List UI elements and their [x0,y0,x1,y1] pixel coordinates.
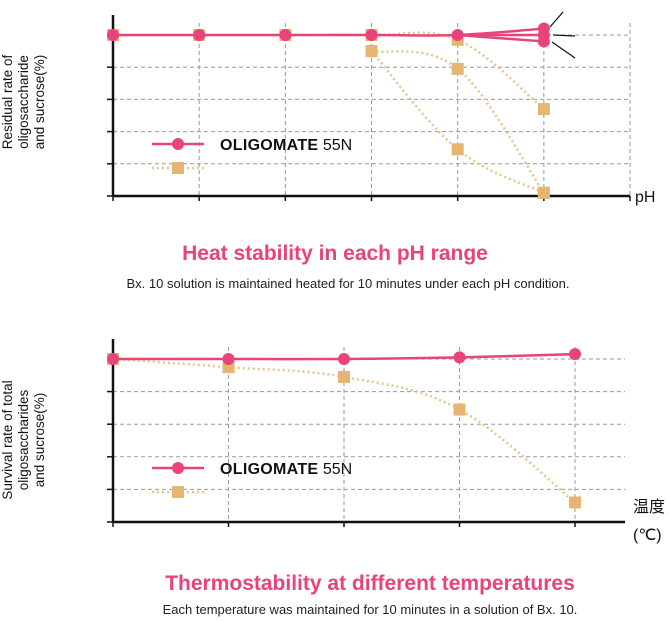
sucrose-point [451,143,464,156]
chart1-title: Heat stability in each pH range [182,242,488,265]
chart1-series [107,22,550,199]
chart2-xlabel-line-1: 温度 [633,498,665,516]
annotation-leader [552,34,576,37]
sucrose-series-line [113,31,545,111]
oligo-point [569,348,581,361]
sucrose-point [537,186,550,199]
legend-oligo-label: OLIGOMATE 55N [220,137,352,154]
oligo-point [537,35,550,48]
chart1-grid [113,23,631,196]
oligo-point [338,353,350,365]
oligo-point [107,353,119,365]
legend-oligo-suffix: 55N [318,461,352,478]
chart1-xlabel: pH [635,189,655,206]
oligo-point [365,29,378,41]
chart1-note: Bx. 10 solution is maintained heated for… [127,276,570,291]
sucrose-point [453,403,466,416]
sucrose-point [537,103,550,116]
legend-sucrose-marker [172,486,184,498]
chart1-ylabel-line-1: Residual rate of [0,54,15,149]
legend-oligo-brand: OLIGOMATE [220,137,318,154]
sucrose-point [451,62,464,75]
chart2-series [107,348,581,509]
oligo-point [222,353,235,365]
chart2-ylabel-line-3: and sucrose(%) [32,393,47,488]
chart1-ylabel-line-3: and sucrose(%) [32,55,47,150]
oligo-point [279,29,292,41]
chart1-legend: OLIGOMATE 55N [152,137,352,174]
chart2-legend: OLIGOMATE 55N [152,461,352,498]
chart2-grid [113,347,625,522]
chart2-axes [107,339,625,527]
oligo-point [107,29,119,41]
sucrose-point [365,45,378,58]
chart1-ylabel-line-2: oligosaccharide [16,55,31,149]
chart1-axes [107,15,631,201]
legend-oligo-suffix: 55N [318,137,352,154]
sucrose-point [338,370,350,383]
chart2-title: Thermostability at different temperature… [165,572,575,595]
oligo-point [453,351,466,364]
sucrose-point [569,496,581,509]
legend-oligo-label: OLIGOMATE 55N [220,461,352,478]
chart2-xlabel-line-2: (℃) [633,527,662,544]
legend-oligo-brand: OLIGOMATE [220,461,318,478]
chart2-ylabel-line-1: Survival rate of total [0,380,15,499]
legend-oligo-marker [172,138,184,150]
legend-sucrose-marker [172,162,184,174]
annotation-leader [549,11,564,28]
chart1-annotations [549,11,576,59]
annotation-leader [551,41,576,59]
chart2-ylabel-line-2: oligosaccharides [16,389,31,490]
chart2-note: Each temperature was maintained for 10 m… [163,602,578,617]
oligo-point [193,29,206,41]
legend-oligo-marker [172,462,184,474]
